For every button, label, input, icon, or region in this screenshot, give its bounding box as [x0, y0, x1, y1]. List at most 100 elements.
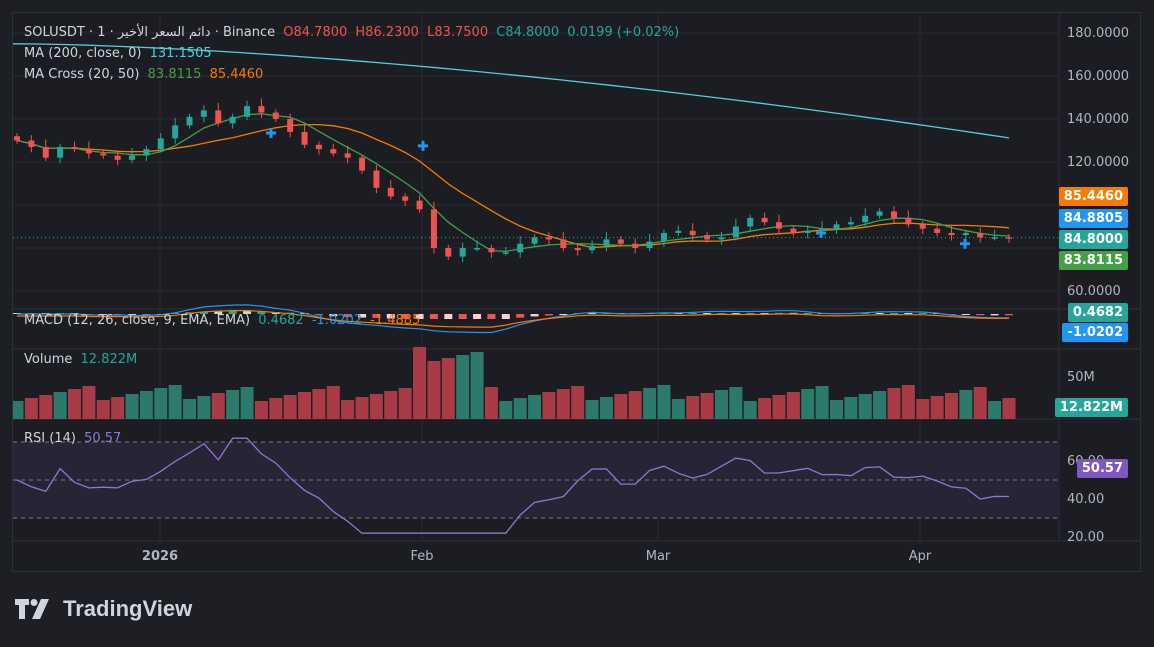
candle-body: [445, 248, 452, 257]
macd-histogram-bar: [473, 314, 482, 319]
macd-histogram-bar: [444, 314, 453, 319]
macd-legend[interactable]: MACD (12, 26, close, 9, EMA, EMA) 0.4682…: [24, 313, 424, 328]
volume-bar: [858, 394, 872, 419]
candle-body: [775, 222, 782, 229]
candle-body: [560, 239, 567, 248]
ma200-legend[interactable]: MA (200, close, 0) 131.1505: [24, 46, 216, 61]
volume-bar: [700, 393, 714, 419]
volume-bar: [326, 386, 340, 419]
macd-histogram-bar: [904, 313, 913, 314]
candle-body: [977, 232, 984, 238]
volume-bar: [556, 389, 570, 419]
volume-bar: [355, 397, 369, 419]
time-axis-label: Mar: [646, 549, 671, 564]
rsi-legend[interactable]: RSI (14) 50.57: [24, 431, 125, 446]
volume-bar: [499, 401, 513, 419]
volume-bar: [125, 394, 139, 419]
chart-frame: 180.0000 160.0000 140.0000 120.0000 60.0000 5…: [12, 12, 1141, 572]
volume-bar: [887, 388, 901, 419]
candle-body: [790, 228, 797, 233]
macd-histogram-bar: [487, 314, 496, 319]
candle-body: [402, 196, 409, 201]
candle-body: [589, 245, 596, 251]
tradingview-logo-icon: [15, 599, 49, 619]
volume-bar: [729, 387, 743, 419]
macd-histogram-bar: [171, 313, 180, 314]
ma-cross-legend[interactable]: MA Cross (20, 50) 83.8115 85.4460: [24, 67, 267, 82]
candle-body: [57, 146, 64, 158]
volume-legend[interactable]: Volume 12.822M: [24, 352, 141, 367]
ma-cross-marker: [960, 238, 970, 249]
ma200-path: [13, 43, 1010, 139]
ma-cross-fast: 83.8115: [147, 67, 202, 82]
macd-histogram-bar: [99, 314, 108, 315]
candle-body: [948, 232, 955, 236]
candle-body: [488, 248, 495, 253]
volume-bar: [111, 397, 125, 419]
candle-body: [732, 226, 739, 238]
macd-histogram-bar: [228, 310, 237, 314]
rsi-tick-label: 40.00: [1067, 492, 1104, 507]
ohlc-close: C84.8000: [496, 25, 560, 40]
ma-cross-lines: [16, 113, 1010, 253]
volume-value: 12.822M: [80, 352, 138, 367]
volume-bar: [183, 399, 197, 419]
volume-bar: [686, 396, 700, 419]
price-tick-label: 120.0000: [1067, 155, 1129, 170]
macd-histogram-bar: [401, 314, 410, 319]
candle-body: [890, 211, 897, 218]
rsi-axis-label: 50.57: [1076, 459, 1128, 478]
ohlc-open: O84.7800: [283, 25, 348, 40]
candle-body: [704, 235, 711, 240]
volume-bar: [53, 392, 67, 419]
volume-bar: [13, 401, 24, 419]
candle-body: [129, 155, 136, 160]
ma200-label: MA (200, close, 0): [24, 46, 142, 61]
price-tick-label: 60.0000: [1067, 284, 1121, 299]
candle-body: [100, 153, 107, 156]
macd-line-value: -1.0202: [311, 313, 363, 328]
volume-bar: [211, 393, 225, 419]
volume-bar: [413, 347, 427, 419]
macd-histogram-bar: [243, 310, 252, 314]
candle-body: [991, 237, 998, 239]
candle-body: [862, 215, 869, 223]
candle-body: [244, 106, 251, 117]
candle-body: [689, 230, 696, 236]
macd-histogram-bar: [257, 311, 266, 314]
candle-body: [934, 228, 941, 233]
tradingview-logo[interactable]: TradingView: [15, 594, 192, 624]
macd-hist-value: 0.4682: [258, 313, 304, 328]
macd-histogram-bar: [501, 314, 510, 319]
volume-bar: [873, 391, 887, 419]
price-chart[interactable]: 180.0000 160.0000 140.0000 120.0000 60.0000 5…: [13, 13, 1140, 571]
candle-body: [287, 119, 294, 132]
volume-bar: [312, 389, 326, 419]
time-axis-label: 2026: [142, 549, 178, 564]
volume-bar: [470, 352, 484, 419]
macd-histogram-bar: [458, 314, 467, 319]
tradingview-logo-text: TradingView: [63, 596, 193, 621]
volume-label: Volume: [24, 352, 73, 367]
volume-tick-label: 50M: [1067, 370, 1095, 385]
macd-line-axis-label: -1.0202: [1062, 323, 1128, 342]
candle-body: [71, 146, 78, 150]
macd-histogram-bar: [803, 313, 812, 314]
candle-body: [517, 243, 524, 253]
volume-bar: [930, 396, 944, 419]
volume-axis-label: 12.822M: [1054, 398, 1128, 417]
macd-histogram-bar: [329, 314, 338, 317]
macd-histogram-bar: [889, 313, 898, 314]
symbol-title[interactable]: SOLUSDT · 1 · دائم السعر الأخير · Binanc…: [24, 25, 276, 40]
candle-body: [229, 116, 236, 124]
volume-bar: [528, 395, 542, 419]
last-price-label: 84.8000: [1058, 230, 1128, 249]
macd-histogram-bar: [961, 314, 970, 315]
candle-body: [718, 237, 725, 240]
candle-body: [373, 170, 380, 188]
volume-bar: [68, 389, 82, 419]
macd-histogram-bar: [674, 313, 683, 314]
volume-bar: [513, 398, 527, 419]
price-change: 0.0199 (+0.02%): [567, 25, 680, 40]
ma-cross-label: MA Cross (20, 50): [24, 67, 140, 82]
